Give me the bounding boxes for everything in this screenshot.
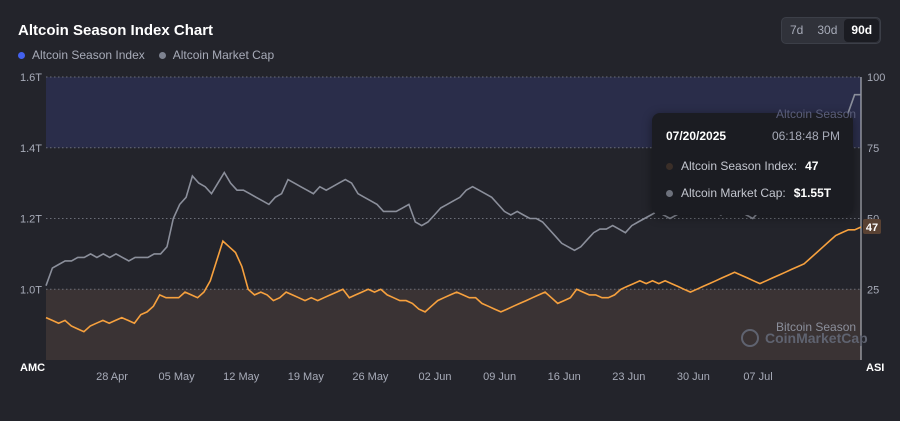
tooltip-index-value: 47 [805, 159, 819, 173]
tooltip-index-label: Altcoin Season Index: [681, 159, 798, 173]
coinmarketcap-logo-icon [741, 329, 759, 347]
left-tick-label: 1.0T [20, 284, 42, 296]
legend-label: Altcoin Market Cap [172, 48, 275, 62]
tooltip-index-row: Altcoin Season Index: 47 [666, 159, 818, 173]
range-30d-button[interactable]: 30d [817, 23, 838, 37]
left-tick-label: 1.2T [20, 214, 42, 226]
legend-dot-icon [18, 51, 25, 59]
tooltip-mcap-row: Altcoin Market Cap: $1.55T [666, 186, 831, 200]
x-tick-label: 12 May [223, 371, 260, 383]
x-tick-label: 30 Jun [677, 371, 710, 383]
season-index-line [45, 226, 862, 333]
index-dot-icon [666, 162, 673, 170]
badge-value: 47 [866, 222, 878, 234]
x-tick-label: 16 Jun [548, 371, 581, 383]
x-tick-label: 28 Apr [96, 371, 128, 383]
legend-item-mcap[interactable]: Altcoin Market Cap [158, 48, 275, 62]
tick-labels: 1.0T1.2T1.4T1.6T255075100AMCASI28 Apr05 … [20, 72, 885, 383]
watermark: CoinMarketCap [741, 329, 868, 347]
legend-label: Altcoin Season Index [32, 48, 145, 62]
chart-legend: Altcoin Season Index Altcoin Market Cap [18, 48, 274, 62]
altcoin-season-label: Altcoin Season [776, 107, 857, 121]
tooltip-mcap-label: Altcoin Market Cap: [681, 186, 786, 200]
tooltip-mcap-value: $1.55T [793, 186, 832, 200]
mcap-dot-icon [666, 189, 673, 197]
watermark-text: CoinMarketCap [765, 330, 868, 346]
right-axis-label: ASI [866, 362, 884, 374]
right-tick-label: 25 [867, 284, 879, 296]
current-index-badge: 47 [863, 218, 881, 234]
bitcoin-season-zone [46, 289, 861, 360]
right-tick-label: 100 [867, 72, 885, 84]
legend-dot-icon [158, 51, 166, 59]
x-tick-label: 19 May [288, 371, 325, 383]
bitcoin-season-label: Bitcoin Season [776, 320, 857, 334]
chart-title: Altcoin Season Index Chart [18, 22, 214, 39]
x-tick-label: 26 May [352, 371, 389, 383]
range-selector: 7d 30d 90d [781, 17, 882, 44]
range-7d-button[interactable]: 7d [790, 23, 804, 37]
tooltip-date: 07/20/2025 [666, 129, 727, 143]
range-90d-button[interactable]: 90d [844, 19, 880, 42]
legend-item-index[interactable]: Altcoin Season Index [18, 48, 145, 62]
left-tick-label: 1.6T [20, 72, 42, 84]
x-tick-label: 05 May [159, 371, 196, 383]
x-tick-label: 23 Jun [612, 371, 645, 383]
x-tick-label: 07 Jul [743, 371, 772, 383]
x-tick-label: 02 Jun [418, 371, 451, 383]
x-tick-label: 09 Jun [483, 371, 516, 383]
right-tick-label: 75 [867, 143, 879, 155]
badge-background [863, 218, 881, 234]
tooltip-time: 06:18:48 PM [771, 129, 840, 143]
left-axis-label: AMC [20, 362, 45, 374]
left-tick-label: 1.4T [20, 143, 42, 155]
chart-tooltip: 07/20/2025 06:18:48 PM Altcoin Season In… [652, 113, 853, 215]
